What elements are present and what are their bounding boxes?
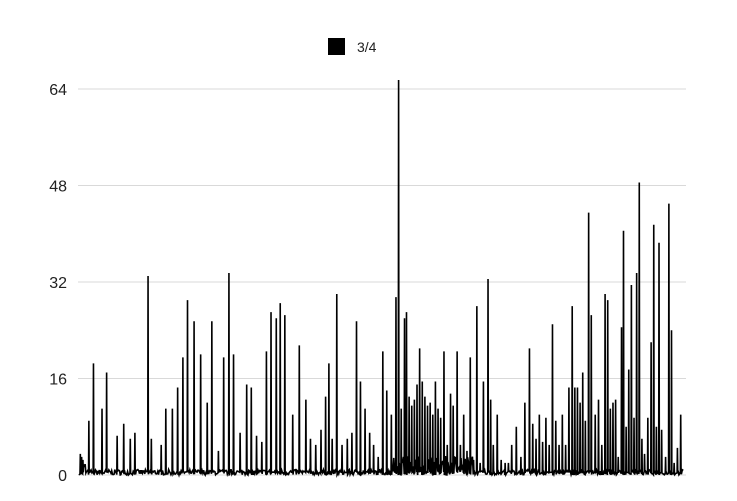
y-tick-label: 32 bbox=[49, 275, 67, 292]
legend-label-3-4: 3/4 bbox=[357, 39, 377, 55]
legend-swatch-3-4 bbox=[328, 38, 345, 55]
y-tick-label: 64 bbox=[49, 82, 67, 99]
y-axis: 0 16 32 48 64 bbox=[49, 82, 67, 485]
y-tick-label: 48 bbox=[49, 179, 67, 196]
legend: 3/4 bbox=[328, 38, 377, 55]
series-3-4 bbox=[78, 79, 684, 479]
y-tick-label: 16 bbox=[49, 372, 67, 389]
series-line-3-4 bbox=[78, 79, 684, 479]
y-tick-label: 0 bbox=[58, 468, 67, 485]
